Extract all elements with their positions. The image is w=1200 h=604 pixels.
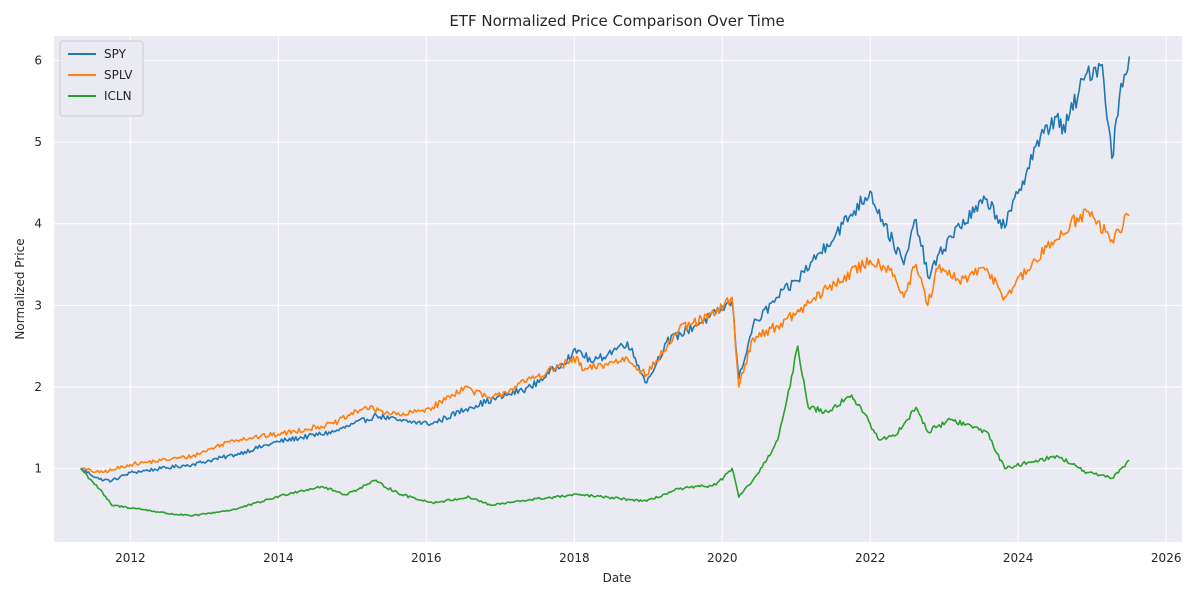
x-tick-label: 2014 [263, 551, 294, 565]
series-line-icln [80, 345, 1130, 517]
series-line-spy [80, 56, 1131, 483]
x-tick-label: 2022 [855, 551, 886, 565]
legend-label-icln: ICLN [104, 89, 132, 103]
legend-label-splv: SPLV [104, 68, 133, 82]
series-line-splv [80, 208, 1130, 474]
x-tick-label: 2024 [1003, 551, 1034, 565]
x-tick-label: 2012 [115, 551, 146, 565]
y-tick-label: 2 [34, 380, 42, 394]
y-tick-label: 4 [34, 217, 42, 231]
y-tick-label: 1 [34, 462, 42, 476]
tick-labels: 2012 2014 2016 2018 2020 2022 2024 2026 1 2 3 4 5 6 [34, 53, 1181, 565]
x-tick-label: 2018 [559, 551, 590, 565]
x-axis-label: Date [603, 571, 632, 585]
legend: SPY SPLV ICLN [59, 40, 144, 117]
x-tick-label: 2020 [707, 551, 738, 565]
series-lines [80, 56, 1131, 517]
y-axis-label: Normalized Price [13, 238, 27, 339]
legend-box [59, 40, 144, 117]
plot-area [54, 36, 1182, 542]
legend-label-spy: SPY [104, 47, 127, 61]
grid-lines [54, 36, 1182, 542]
y-tick-label: 6 [34, 53, 42, 67]
x-tick-label: 2026 [1151, 551, 1182, 565]
y-tick-label: 5 [34, 135, 42, 149]
y-tick-label: 3 [34, 298, 42, 312]
chart-title: ETF Normalized Price Comparison Over Tim… [449, 12, 784, 30]
x-tick-label: 2016 [411, 551, 442, 565]
